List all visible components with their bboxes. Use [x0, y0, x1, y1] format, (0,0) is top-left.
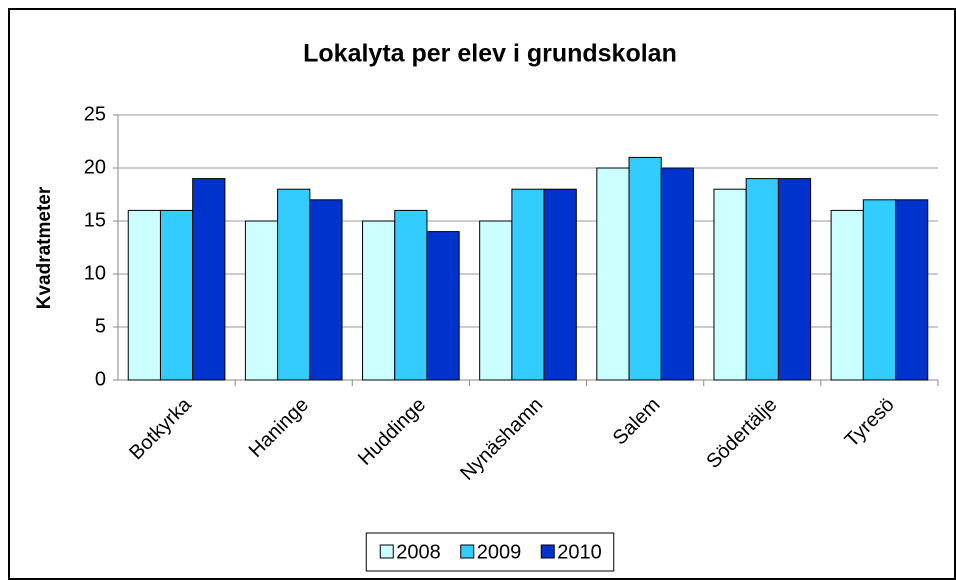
y-tick-label: 20 — [84, 156, 106, 178]
bar — [596, 167, 630, 381]
y-axis-label: Kvadratmeter — [34, 186, 55, 309]
y-tick-label: 25 — [84, 103, 106, 125]
legend-label: 2008 — [396, 541, 441, 563]
y-tick-label: 15 — [84, 209, 106, 231]
bar — [127, 209, 161, 381]
legend-swatch — [460, 544, 475, 559]
bar — [628, 156, 662, 381]
bar — [713, 188, 747, 381]
bar — [543, 188, 577, 381]
legend-swatch — [379, 544, 394, 559]
bar — [277, 188, 311, 381]
bar — [830, 209, 864, 381]
bar — [426, 231, 460, 381]
bar — [862, 199, 897, 381]
legend-label: 2010 — [557, 541, 602, 563]
y-tick-label: 10 — [84, 262, 106, 284]
bar — [159, 209, 194, 381]
y-tick-label: 0 — [95, 368, 106, 390]
bar — [777, 178, 812, 381]
bar — [192, 178, 226, 381]
legend-box — [365, 532, 615, 572]
bar — [895, 199, 929, 381]
chart-title: Lokalyta per elev i grundskolan — [303, 40, 677, 68]
bar — [394, 209, 428, 381]
bar — [660, 167, 694, 381]
bar — [309, 199, 343, 381]
y-tick-label: 5 — [95, 315, 106, 337]
legend-swatch — [540, 544, 555, 559]
bar — [362, 220, 396, 381]
bar — [745, 178, 779, 381]
bar — [479, 220, 513, 381]
bar — [244, 220, 279, 381]
bar — [511, 188, 545, 381]
legend-label: 2009 — [477, 541, 522, 563]
